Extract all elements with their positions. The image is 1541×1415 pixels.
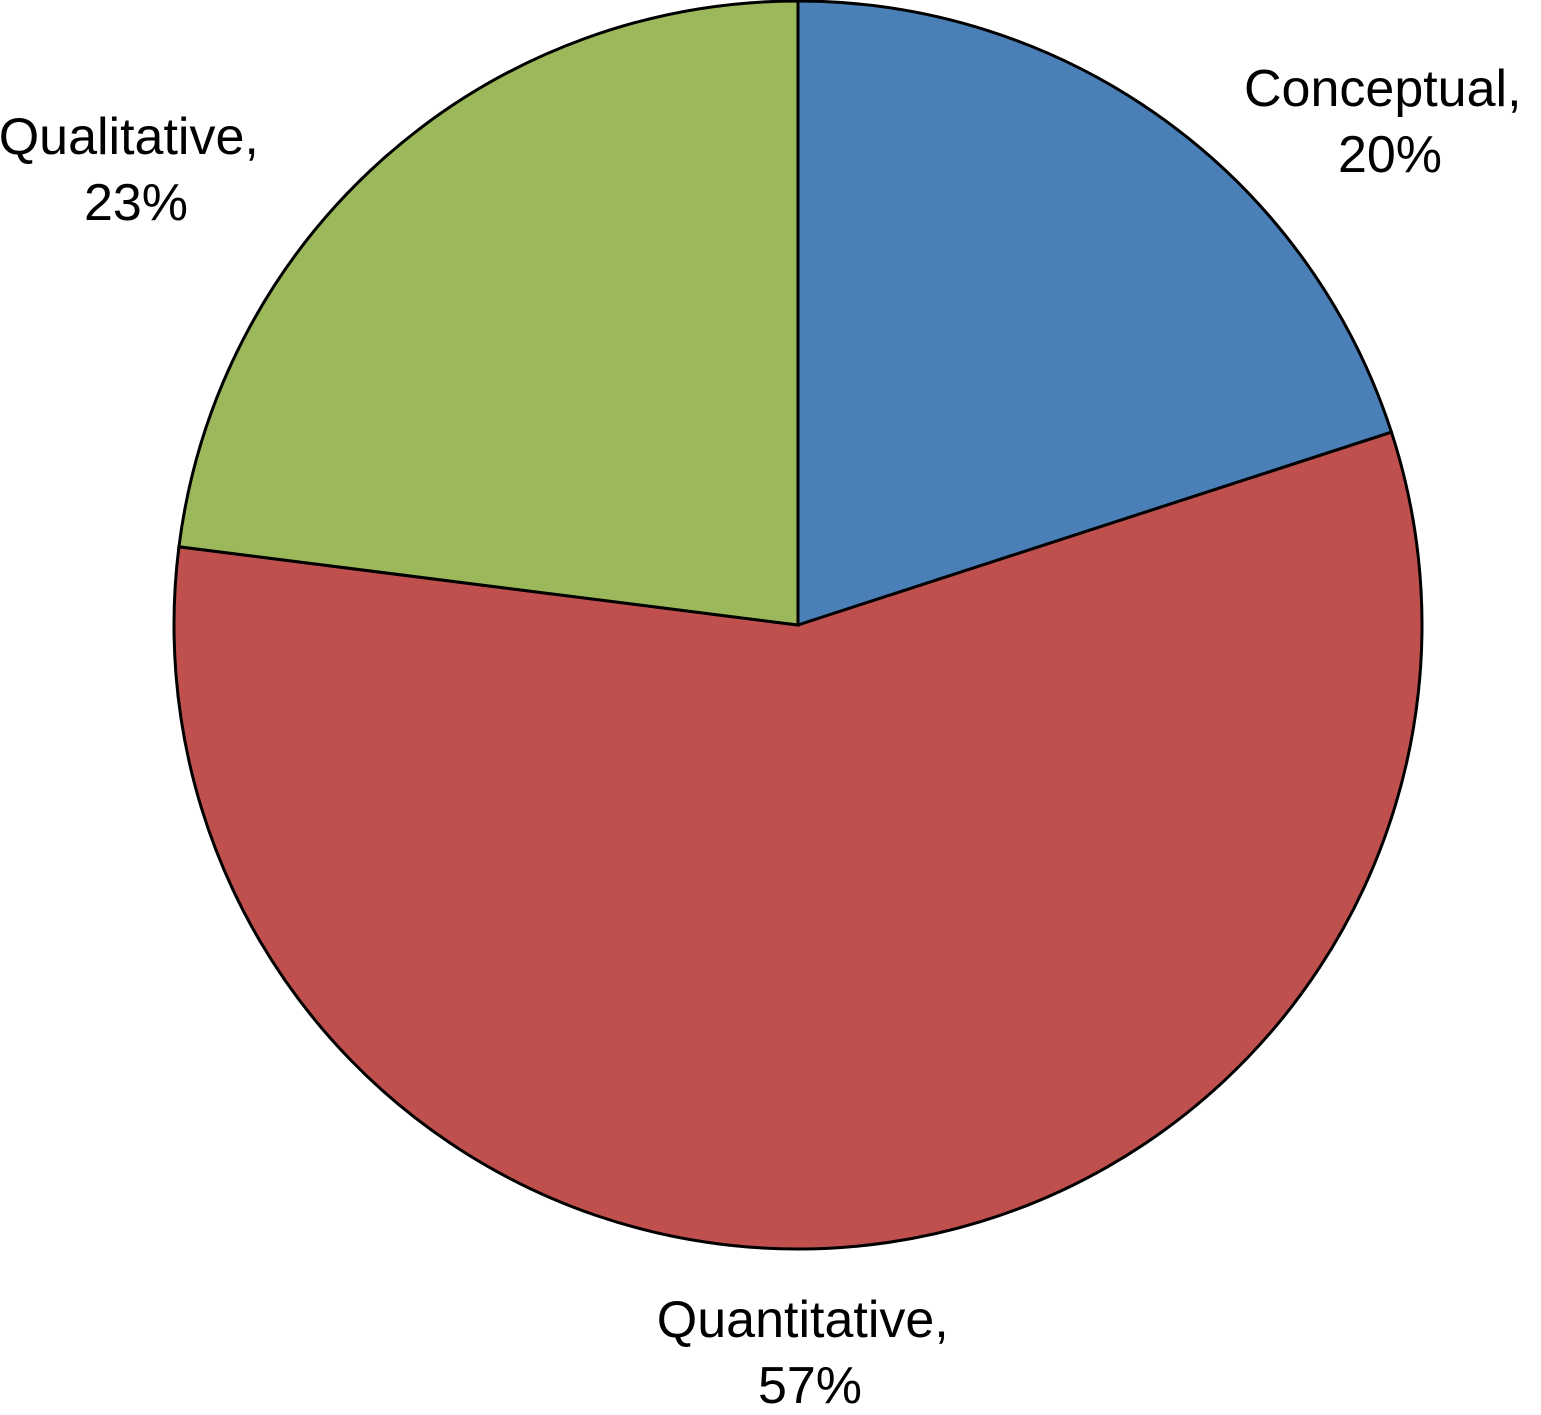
slice-label-quantitative-name: Quantitative, bbox=[657, 1291, 949, 1349]
slice-label-qualitative: Qualitative, 23% bbox=[0, 108, 273, 232]
pie-slices bbox=[172, 0, 1424, 1251]
slice-label-quantitative: Quantitative, 57% bbox=[657, 1291, 963, 1415]
slice-label-conceptual-name: Conceptual, bbox=[1244, 60, 1522, 118]
slice-label-qualitative-name: Qualitative, bbox=[0, 108, 259, 166]
slice-label-conceptual-value: 20% bbox=[1338, 126, 1442, 184]
slice-label-quantitative-value: 57% bbox=[758, 1357, 862, 1415]
slice-label-conceptual: Conceptual, 20% bbox=[1244, 60, 1536, 184]
pie-slice-conceptual bbox=[796, 0, 1394, 628]
pie-slice-qualitative bbox=[177, 0, 800, 627]
pie-labels: Conceptual, 20% Quantitative, 57% Qualit… bbox=[0, 60, 1536, 1415]
pie-slice-quantitative bbox=[172, 430, 1424, 1251]
slice-label-qualitative-value: 23% bbox=[84, 174, 188, 232]
